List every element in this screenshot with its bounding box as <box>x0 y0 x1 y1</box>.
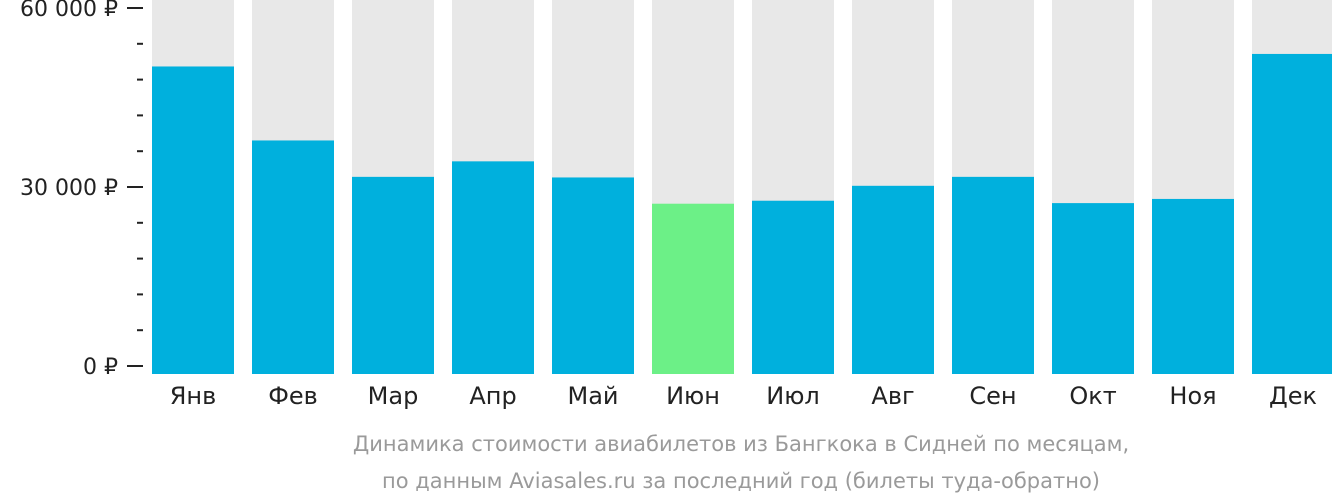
x-tick-label: Окт <box>1069 382 1116 410</box>
x-tick-label: Июн <box>666 382 720 410</box>
bars-group <box>152 0 1332 375</box>
bar-2 <box>252 140 334 374</box>
x-tick-label: Апр <box>469 382 516 410</box>
x-tick-label: Фев <box>268 382 318 410</box>
y-axis: 0 ₽ 30 000 ₽ 60 000 ₽ <box>20 0 143 380</box>
bar-6 <box>652 203 734 374</box>
y-tick-label: 60 000 ₽ <box>20 0 118 22</box>
bar-12 <box>1252 53 1332 375</box>
x-tick-label: Май <box>567 382 618 410</box>
bar-1 <box>152 66 234 375</box>
y-tick-label: 30 000 ₽ <box>20 176 118 201</box>
x-tick-label: Ноя <box>1169 382 1216 410</box>
x-tick-label: Дек <box>1269 382 1317 410</box>
bar-4 <box>452 161 534 374</box>
x-axis-labels: Янв Фев Мар Апр Май Июн Июл Авг Сен Окт Ноя Дек <box>170 382 1317 410</box>
bar-3 <box>352 176 434 374</box>
bar-10 <box>1052 203 1134 374</box>
x-tick-label: Янв <box>170 382 217 410</box>
bar-11 <box>1152 198 1234 374</box>
caption-line-1: Динамика стоимости авиабилетов из Бангко… <box>353 432 1129 456</box>
x-tick-label: Июл <box>766 382 820 410</box>
bar-8 <box>852 185 934 374</box>
bar-9 <box>952 176 1034 374</box>
bar-5 <box>552 177 634 374</box>
x-tick-label: Мар <box>368 382 419 410</box>
x-tick-label: Авг <box>871 382 914 410</box>
x-tick-label: Сен <box>969 382 1016 410</box>
caption-line-2: по данным Aviasales.ru за последний год … <box>382 469 1100 493</box>
chart-caption: Динамика стоимости авиабилетов из Бангко… <box>353 432 1129 493</box>
y-tick-label: 0 ₽ <box>83 355 118 380</box>
bar-7 <box>752 200 834 374</box>
